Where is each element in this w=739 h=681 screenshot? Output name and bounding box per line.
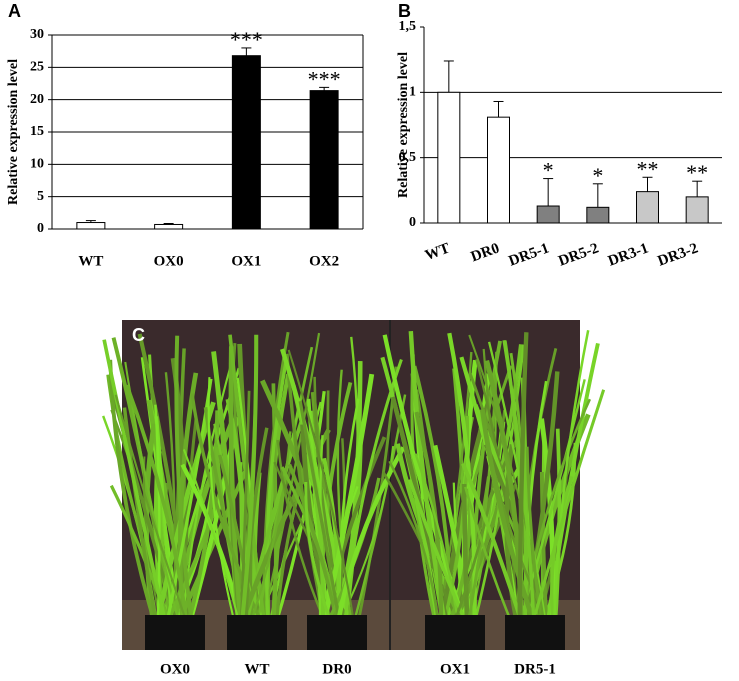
leaf <box>552 330 590 636</box>
y-tick-label: 15 <box>30 124 44 139</box>
y-tick-label: 1 <box>409 85 416 100</box>
leaf <box>412 365 456 636</box>
leaf <box>517 332 529 636</box>
leaf <box>174 335 196 636</box>
plant-label: WT <box>244 661 269 677</box>
leaf <box>182 449 244 636</box>
leaf <box>479 409 541 636</box>
leaf <box>318 373 375 636</box>
leaf <box>238 334 259 636</box>
bar <box>536 205 560 224</box>
leaf <box>190 393 269 636</box>
bar <box>76 222 106 230</box>
leaf <box>102 339 171 636</box>
leaf <box>264 361 288 636</box>
plant-label: OX0 <box>160 661 190 677</box>
leaf <box>108 359 161 636</box>
significance-label: *** <box>308 66 341 91</box>
pot <box>505 615 565 650</box>
leaf <box>228 346 244 636</box>
leaf <box>527 389 606 636</box>
leaf <box>287 349 358 636</box>
bar <box>231 55 261 230</box>
leaf <box>154 404 161 636</box>
significance-label: * <box>543 158 554 183</box>
pot <box>145 615 205 650</box>
y-tick-label: 0 <box>37 221 44 236</box>
y-tick-label: 30 <box>30 27 44 42</box>
plants <box>102 330 606 650</box>
bar <box>437 91 461 224</box>
pot <box>425 615 485 650</box>
x-tick-label: DR0 <box>469 240 502 265</box>
y-tick-label: 10 <box>30 157 44 172</box>
y-axis-label: Relative expression level <box>6 59 21 205</box>
pot <box>307 615 367 650</box>
y-axis-label: Relative expression level <box>396 52 411 198</box>
pot <box>227 615 287 650</box>
y-tick-label: 20 <box>30 92 44 107</box>
x-tick-label: DR5-2 <box>556 240 601 269</box>
leaf <box>342 359 403 636</box>
leaf <box>388 460 441 636</box>
panel-label: B <box>398 1 411 21</box>
y-tick-label: 5 <box>37 189 44 204</box>
x-tick-label: OX2 <box>309 253 339 269</box>
plant-label: OX1 <box>440 661 470 677</box>
leaf <box>114 394 192 636</box>
x-tick-label: OX0 <box>154 253 184 269</box>
leaf <box>306 398 324 636</box>
leaf <box>333 446 406 636</box>
significance-label: *** <box>230 27 263 52</box>
leaf <box>245 431 292 636</box>
y-tick-label: 1,5 <box>399 19 417 34</box>
significance-label: ** <box>637 156 659 181</box>
bar <box>487 116 510 224</box>
panel-label: A <box>8 1 21 21</box>
x-tick-label: WT <box>423 240 452 264</box>
plant-label: DR0 <box>322 661 351 677</box>
bar <box>154 223 184 230</box>
x-tick-label: DR3-1 <box>606 240 651 269</box>
significance-label: * <box>592 163 603 188</box>
bar <box>309 90 339 230</box>
leaf <box>525 446 545 636</box>
x-tick-label: OX1 <box>231 253 261 269</box>
bar <box>685 196 709 224</box>
significance-label: ** <box>686 160 708 185</box>
y-tick-label: 0,5 <box>399 150 417 165</box>
bar <box>586 206 610 224</box>
leaf <box>125 384 191 636</box>
x-tick-label: WT <box>78 253 103 269</box>
leaf <box>298 400 344 636</box>
leaf <box>207 377 239 636</box>
leaf <box>287 463 342 636</box>
x-tick-label: DR3-2 <box>656 240 701 269</box>
y-tick-label: 0 <box>409 215 416 230</box>
plant-label: DR5-1 <box>514 661 556 677</box>
bar <box>636 191 659 224</box>
leaf <box>218 454 258 636</box>
panel-label: C <box>132 325 145 345</box>
x-tick-label: DR5-1 <box>507 240 552 269</box>
y-tick-label: 25 <box>30 60 44 75</box>
